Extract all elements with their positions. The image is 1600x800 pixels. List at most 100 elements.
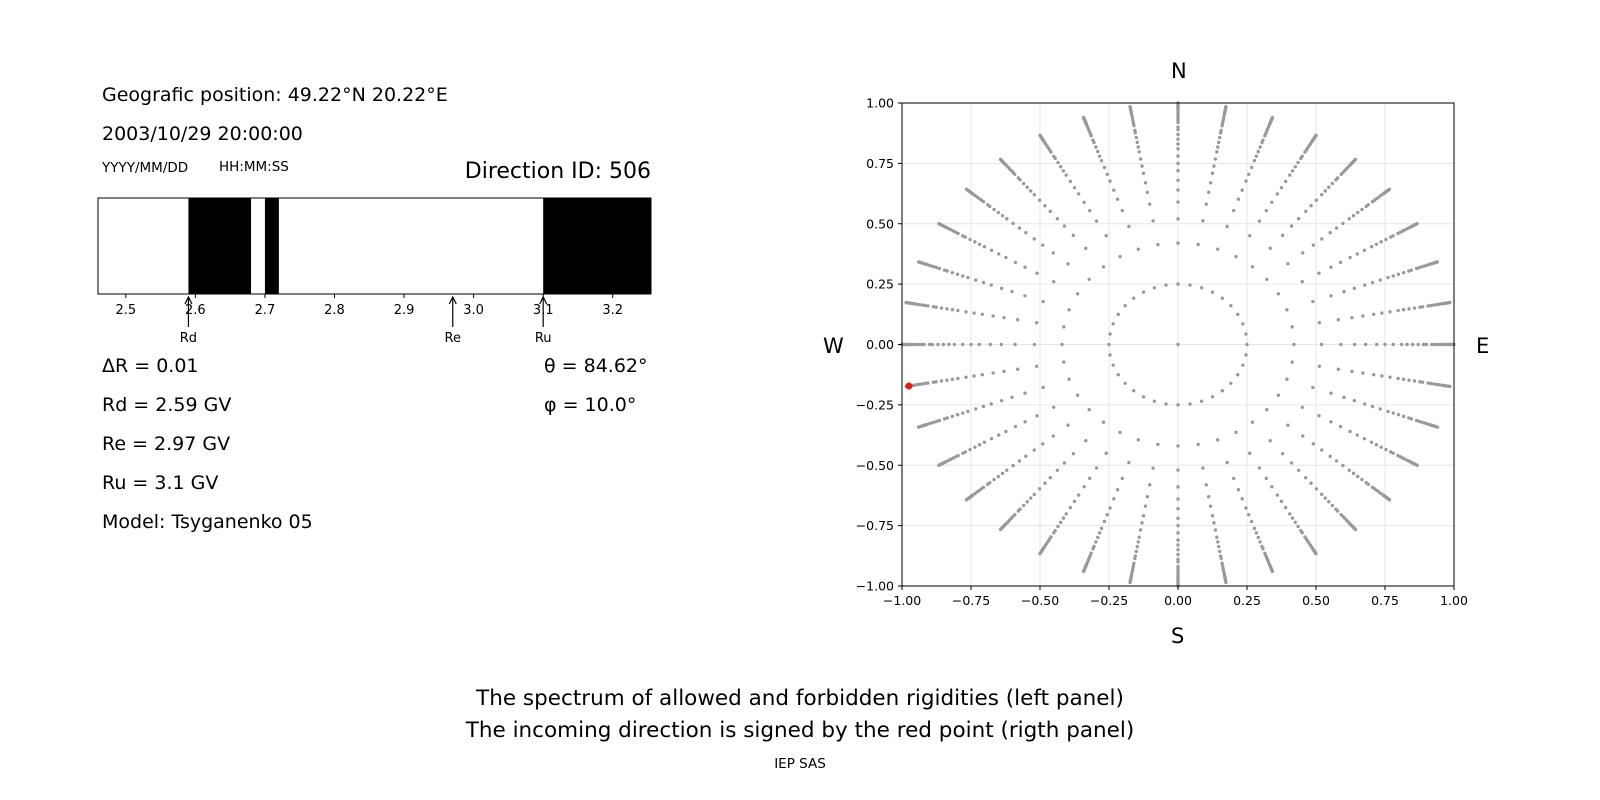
grid-point (1370, 280, 1375, 285)
grid-point (1236, 372, 1240, 377)
grid-point (991, 371, 995, 375)
grid-point (1176, 548, 1180, 552)
grid-point (1043, 481, 1047, 485)
grid-point (1188, 283, 1192, 287)
grid-point (1224, 104, 1228, 109)
grid-point (1417, 265, 1421, 270)
re-value: Re = 2.97 GV (102, 433, 231, 455)
grid-point (1140, 521, 1144, 525)
grid-point (1087, 277, 1091, 282)
grid-point (1311, 442, 1316, 446)
grid-point (1327, 500, 1331, 504)
grid-point (1426, 304, 1430, 308)
grid-point (1196, 242, 1200, 247)
grid-point (956, 308, 960, 313)
grid-point (1176, 569, 1180, 574)
grid-point (920, 382, 925, 386)
grid-point (1268, 438, 1272, 443)
phi-value: φ = 10.0° (544, 394, 637, 416)
grid-point (1188, 402, 1192, 406)
grid-point (1384, 237, 1388, 242)
grid-point (1035, 271, 1039, 275)
grid-point (1416, 342, 1420, 347)
grid-point (1283, 179, 1288, 184)
grid-point (964, 187, 969, 191)
grid-point (1215, 150, 1219, 154)
grid-point (1176, 118, 1180, 122)
grid-point (1309, 481, 1313, 485)
grid-point (1353, 527, 1358, 532)
grid-point (1133, 128, 1137, 133)
grid-point (941, 342, 946, 347)
grid-point (1204, 483, 1208, 487)
grid-point (934, 380, 938, 384)
grid-point (1350, 315, 1354, 320)
grid-point (1176, 217, 1180, 221)
grid-point (1421, 342, 1426, 347)
grid-point (1176, 523, 1180, 528)
marker-label: Ru (535, 331, 552, 346)
grid-point (1176, 444, 1180, 448)
grid-point (1072, 499, 1077, 504)
grid-point (1023, 420, 1027, 424)
grid-point (927, 422, 931, 426)
grid-point (1369, 440, 1374, 445)
grid-point (1336, 318, 1341, 322)
datetime: 2003/10/29 20:00:00 (102, 123, 303, 145)
forbidden-band (264, 198, 279, 294)
grid-point (1102, 165, 1107, 170)
grid-point (947, 342, 951, 347)
grid-point (1407, 378, 1411, 382)
grid-point (1342, 289, 1346, 294)
grid-point (1127, 224, 1131, 229)
grid-point (1279, 499, 1284, 504)
grid-point (1015, 318, 1020, 322)
grid-point (1387, 187, 1392, 191)
grid-point (1304, 475, 1308, 480)
grid-point (1225, 460, 1229, 465)
grid-point (1352, 286, 1357, 291)
grid-point (929, 421, 934, 425)
grid-point (1415, 463, 1419, 467)
grid-point (1289, 224, 1294, 228)
grid-point (1292, 342, 1296, 347)
grid-point (1097, 531, 1102, 535)
grid-point (1215, 535, 1219, 539)
grid-point (1328, 231, 1332, 235)
grid-point (1061, 169, 1066, 173)
x-tick-label: −0.50 (1021, 593, 1059, 608)
grid-point (981, 280, 986, 285)
grid-point (1429, 381, 1433, 386)
direction-id: Direction ID: 506 (464, 159, 651, 184)
grid-point (927, 263, 931, 267)
grid-point (1148, 202, 1152, 206)
grid-point (1105, 172, 1109, 176)
grid-point (999, 398, 1004, 403)
grid-point (950, 270, 955, 275)
grid-point (1317, 271, 1321, 275)
grid-point (1254, 531, 1259, 535)
y-tick-label: −0.50 (856, 458, 894, 473)
grid-point (1071, 233, 1076, 238)
grid-point (1372, 372, 1376, 377)
marker-arrow-head (448, 295, 457, 305)
grid-point (1055, 217, 1060, 221)
grid-point (1145, 190, 1150, 194)
grid-point (1176, 125, 1180, 129)
grid-point (1317, 364, 1322, 369)
grid-point (1137, 535, 1141, 539)
grid-point (920, 303, 925, 307)
grid-point (1264, 208, 1269, 213)
grid-point (1339, 342, 1343, 347)
grid-point (1285, 308, 1289, 312)
grid-point (1145, 495, 1150, 499)
grid-point (1435, 342, 1440, 347)
grid-point (1314, 487, 1319, 491)
grid-point (1341, 463, 1345, 468)
grid-point (989, 402, 993, 406)
grid-point (1176, 154, 1180, 158)
grid-point (1388, 310, 1392, 314)
grid-point (1037, 198, 1042, 202)
grid-point (961, 342, 965, 347)
grid-point (1127, 460, 1131, 465)
